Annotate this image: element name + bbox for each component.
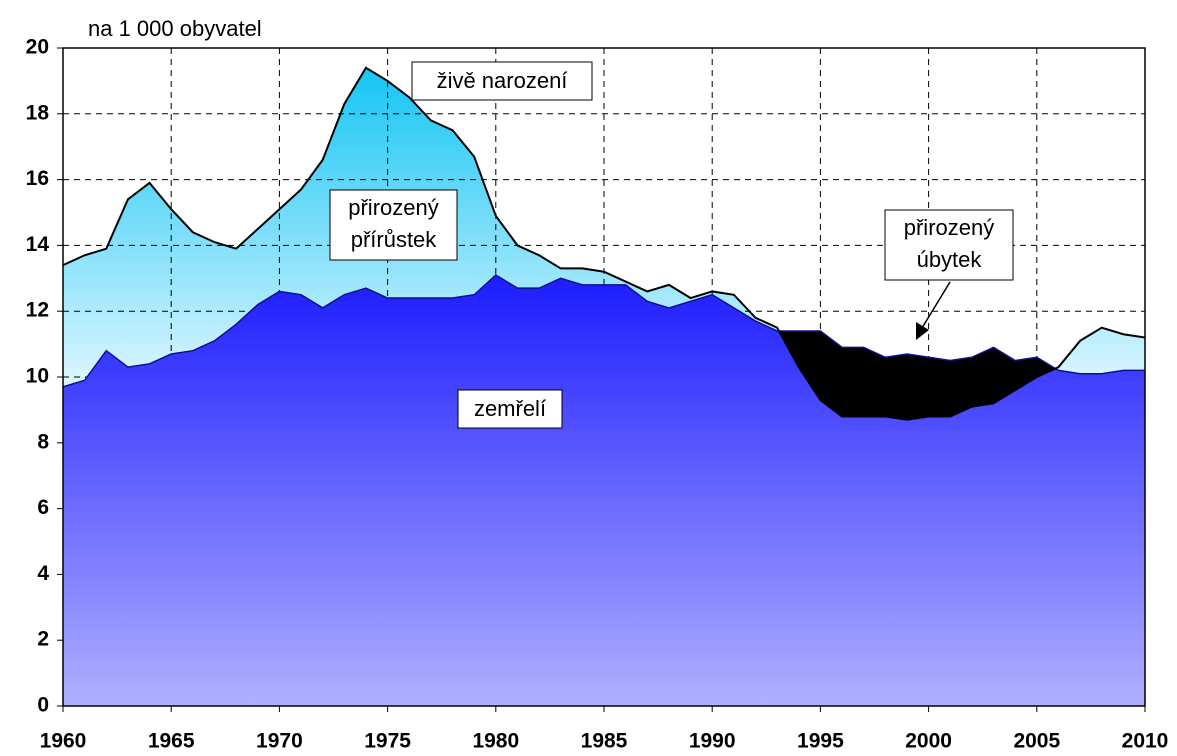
y-tick-label: 8 xyxy=(37,430,49,453)
x-tick-label: 1970 xyxy=(256,730,303,753)
deaths-line xyxy=(62,274,1145,388)
x-tick-label: 1960 xyxy=(40,730,87,753)
arrow-shaft xyxy=(921,281,951,329)
y-tick-label: 0 xyxy=(37,694,49,717)
y-tick-label: 14 xyxy=(26,233,50,256)
y-tick-label: 12 xyxy=(26,299,49,322)
series-label: živě narození xyxy=(437,68,568,93)
deaths-area xyxy=(63,275,1145,706)
y-tick-label: 18 xyxy=(26,101,50,124)
births-line xyxy=(62,66,1146,421)
x-tick-label: 2005 xyxy=(1013,730,1060,753)
x-tick-label: 1990 xyxy=(689,730,736,753)
arrow-head xyxy=(916,322,929,340)
y-tick-label: 20 xyxy=(26,36,49,59)
y-tick-label: 6 xyxy=(37,496,49,519)
x-tick-label: 2000 xyxy=(905,730,952,753)
x-tick-label: 1975 xyxy=(364,730,411,753)
y-tick-label: 2 xyxy=(37,628,49,651)
x-tick-label: 2010 xyxy=(1122,730,1169,753)
x-tick-label: 1965 xyxy=(148,730,195,753)
label-box xyxy=(457,389,563,429)
annotation-text: přirozený xyxy=(348,195,438,220)
series-label: zemřelí xyxy=(474,396,546,421)
annotation-text: přírůstek xyxy=(351,227,438,252)
x-tick-label: 1980 xyxy=(472,730,519,753)
annotation-text: úbytek xyxy=(917,247,983,272)
x-tick-label: 1985 xyxy=(581,730,628,753)
label-box xyxy=(411,61,593,101)
y-tick-label: 4 xyxy=(37,562,49,585)
label-box xyxy=(884,209,1014,281)
y-tick-label: 10 xyxy=(26,365,49,388)
y-unit-label: na 1 000 obyvatel xyxy=(88,16,262,41)
label-box xyxy=(329,189,458,261)
annotation-text: přirozený xyxy=(904,215,994,240)
y-tick-label: 16 xyxy=(26,167,49,190)
x-tick-label: 1995 xyxy=(797,730,844,753)
